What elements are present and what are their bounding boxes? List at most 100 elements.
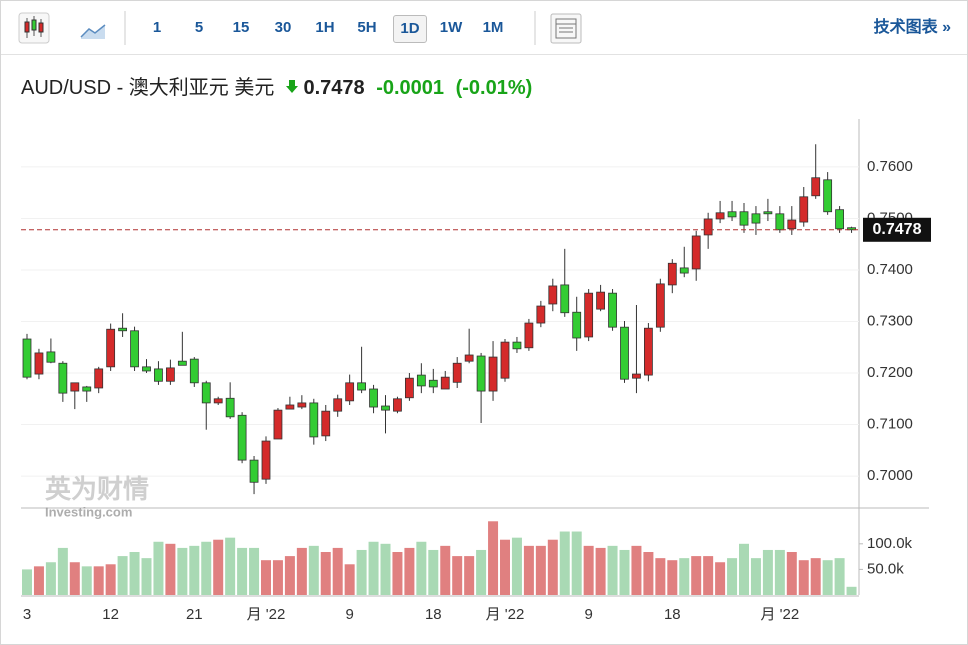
volume-bar xyxy=(583,545,594,595)
candle-body xyxy=(213,398,223,404)
line-icon[interactable] xyxy=(80,24,106,39)
x-tick-label: 9 xyxy=(345,606,353,623)
interval-button[interactable]: 1M xyxy=(482,19,504,36)
change: -0.0001 xyxy=(376,77,445,99)
volume-bar xyxy=(296,547,307,595)
candle-body xyxy=(572,311,582,339)
interval-button[interactable]: 1 xyxy=(152,19,162,36)
volume-bar xyxy=(559,531,570,595)
volume-bar xyxy=(739,543,749,595)
volume-bar xyxy=(464,556,475,595)
interval-button[interactable]: 5 xyxy=(194,19,204,36)
volume-bar xyxy=(225,537,236,595)
y-tick-label: 0.7200 xyxy=(867,364,913,381)
x-tick-label: 12 xyxy=(102,606,119,623)
last-price: 0.7478 xyxy=(303,77,365,99)
candle-body xyxy=(428,379,438,388)
candle-body xyxy=(703,218,713,236)
volume-bar xyxy=(129,552,140,595)
candle-body xyxy=(560,284,570,314)
candle-body xyxy=(739,211,749,226)
candle-body xyxy=(596,291,605,310)
interval-button[interactable]: 30 xyxy=(274,19,292,36)
candle-body xyxy=(261,440,271,480)
candle-body xyxy=(22,338,32,378)
candle-body xyxy=(847,227,856,231)
candle-body xyxy=(727,211,737,218)
volume-bar xyxy=(320,552,331,595)
volume-bar xyxy=(488,521,499,595)
volume-bar xyxy=(392,552,403,595)
candle-body xyxy=(667,262,677,286)
candle-body xyxy=(58,362,68,394)
volume-bar xyxy=(344,564,355,595)
candle-body xyxy=(333,398,343,412)
toolbar: 技术图表 » 1 5 15 30 1H 5H 1D 1W 1M xyxy=(1,1,967,54)
y-tick-label: 0.7100 xyxy=(867,416,913,433)
volume-bar xyxy=(715,562,726,595)
quote-header: AUD/USD - 澳大利亚元 美元 0.7478 -0.0001 (-0.01… xyxy=(21,71,538,100)
volume-bar xyxy=(261,560,271,595)
volume-bar xyxy=(45,562,56,595)
volume-bar xyxy=(368,541,379,595)
volume-bar xyxy=(703,556,714,595)
candle-body xyxy=(118,327,127,332)
x-tick-label: 月 '22 xyxy=(247,606,286,623)
volume-bar xyxy=(476,549,487,595)
volume-bar xyxy=(643,552,654,595)
volume-bar xyxy=(332,547,343,595)
candle-body xyxy=(297,402,307,408)
x-tick-label: 21 xyxy=(186,606,203,623)
x-tick-label: 3 xyxy=(23,606,31,623)
candle-body xyxy=(82,386,92,392)
volume-bar xyxy=(798,560,809,595)
volume-bar xyxy=(523,545,534,595)
volume-bar xyxy=(33,566,44,595)
candle-body xyxy=(644,327,653,376)
interval-button[interactable]: 1H xyxy=(315,19,335,36)
volume-bar xyxy=(750,558,761,595)
candle-icon[interactable] xyxy=(18,12,50,44)
candle-body xyxy=(46,351,56,363)
candle-body xyxy=(476,355,486,392)
volume-bar xyxy=(762,549,773,595)
interval-button[interactable]: 5H xyxy=(357,19,377,36)
table-icon[interactable] xyxy=(550,13,582,44)
volume-bar xyxy=(356,549,367,595)
candle-body xyxy=(620,326,629,380)
interval-button[interactable]: 1D xyxy=(393,15,427,43)
candle-body xyxy=(811,177,821,197)
x-tick-label: 月 '22 xyxy=(760,606,799,623)
x-tick-label: 18 xyxy=(425,606,442,623)
volume-bar xyxy=(177,547,188,595)
candle-body xyxy=(464,354,474,362)
candle-body xyxy=(655,283,665,328)
volume-bar xyxy=(117,556,128,595)
candle-body xyxy=(775,213,785,231)
volume-bar xyxy=(774,549,785,595)
volume-bar xyxy=(81,566,92,595)
volume-bar xyxy=(655,558,666,595)
last-price-label: 0.7478 xyxy=(873,221,922,238)
volume-bar xyxy=(416,541,427,595)
interval-button[interactable]: 15 xyxy=(232,19,250,36)
volume-bar xyxy=(428,549,439,595)
volume-bar xyxy=(691,556,702,595)
interval-button[interactable]: 1W xyxy=(439,19,463,36)
candle-body xyxy=(177,360,187,366)
volume-bar xyxy=(607,545,618,595)
volume-bar xyxy=(380,543,391,595)
x-tick-label: 月 '22 xyxy=(486,606,525,623)
volume-bar xyxy=(141,558,152,595)
volume-bar xyxy=(440,545,451,595)
candle-body xyxy=(106,328,116,368)
volume-bar xyxy=(249,547,260,595)
x-tick-label: 9 xyxy=(584,606,592,623)
instrument-title: AUD/USD - 澳大利亚元 美元 xyxy=(21,77,275,99)
volume-bar xyxy=(667,560,678,595)
candle-body xyxy=(500,341,510,379)
y-tick-label: 0.7300 xyxy=(867,312,913,329)
technical-chart-link[interactable]: 技术图表 » xyxy=(873,19,951,36)
candle-body xyxy=(608,292,617,328)
candle-body xyxy=(201,382,211,404)
